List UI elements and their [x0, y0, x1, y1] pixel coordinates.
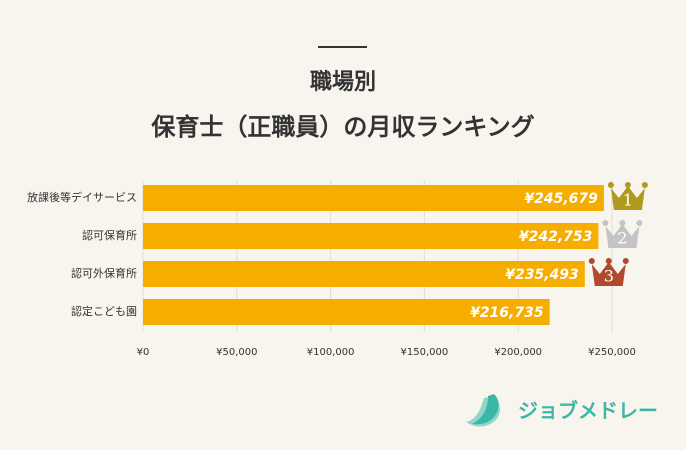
- value-label: ¥216,735: [470, 305, 544, 321]
- x-tick-label: ¥50,000: [216, 347, 257, 358]
- value-label: ¥235,493: [505, 267, 579, 283]
- rank-crown-jewel: [602, 220, 609, 226]
- rank-crown: [591, 262, 626, 286]
- x-tick-label: ¥150,000: [401, 347, 449, 358]
- rank-crown-jewel: [641, 182, 648, 188]
- rank-crown-jewel: [624, 182, 631, 188]
- y-tick-label: 放課後等デイサービス: [27, 190, 137, 204]
- rank-crown-jewel: [588, 258, 595, 264]
- y-tick-label: 認可保育所: [82, 228, 137, 242]
- rank-label: 2: [617, 229, 627, 248]
- bar: [143, 299, 550, 325]
- y-tick-label: 認可外保育所: [71, 266, 137, 280]
- rank-crown-jewel: [622, 258, 629, 264]
- rank-crown-jewel: [607, 182, 614, 188]
- chart-title: 保育士（正職員）の月収ランキング: [150, 113, 534, 141]
- bar: [143, 223, 599, 249]
- chart-title: 職場別: [310, 69, 376, 95]
- rank-crown: [610, 186, 645, 210]
- rank-crown-jewel: [605, 258, 612, 264]
- x-tick-label: ¥250,000: [588, 347, 636, 358]
- logo: ジョブメドレー: [466, 394, 658, 427]
- bar: [143, 261, 585, 287]
- value-label: ¥245,679: [524, 191, 598, 207]
- rank-crown-jewel: [619, 220, 626, 226]
- rank-crown: [605, 224, 640, 248]
- rank-label: 1: [623, 191, 633, 210]
- rank-label: 3: [604, 267, 614, 286]
- y-tick-label: 認定こども園: [71, 304, 137, 318]
- x-tick-label: ¥200,000: [494, 347, 542, 358]
- logo-text: ジョブメドレー: [518, 399, 658, 423]
- x-tick-label: ¥100,000: [307, 347, 355, 358]
- rank-crown-jewel: [636, 220, 643, 226]
- value-label: ¥242,753: [519, 229, 593, 245]
- logo-icon: [472, 394, 499, 425]
- x-tick-label: ¥0: [137, 347, 150, 358]
- bar: [143, 185, 604, 211]
